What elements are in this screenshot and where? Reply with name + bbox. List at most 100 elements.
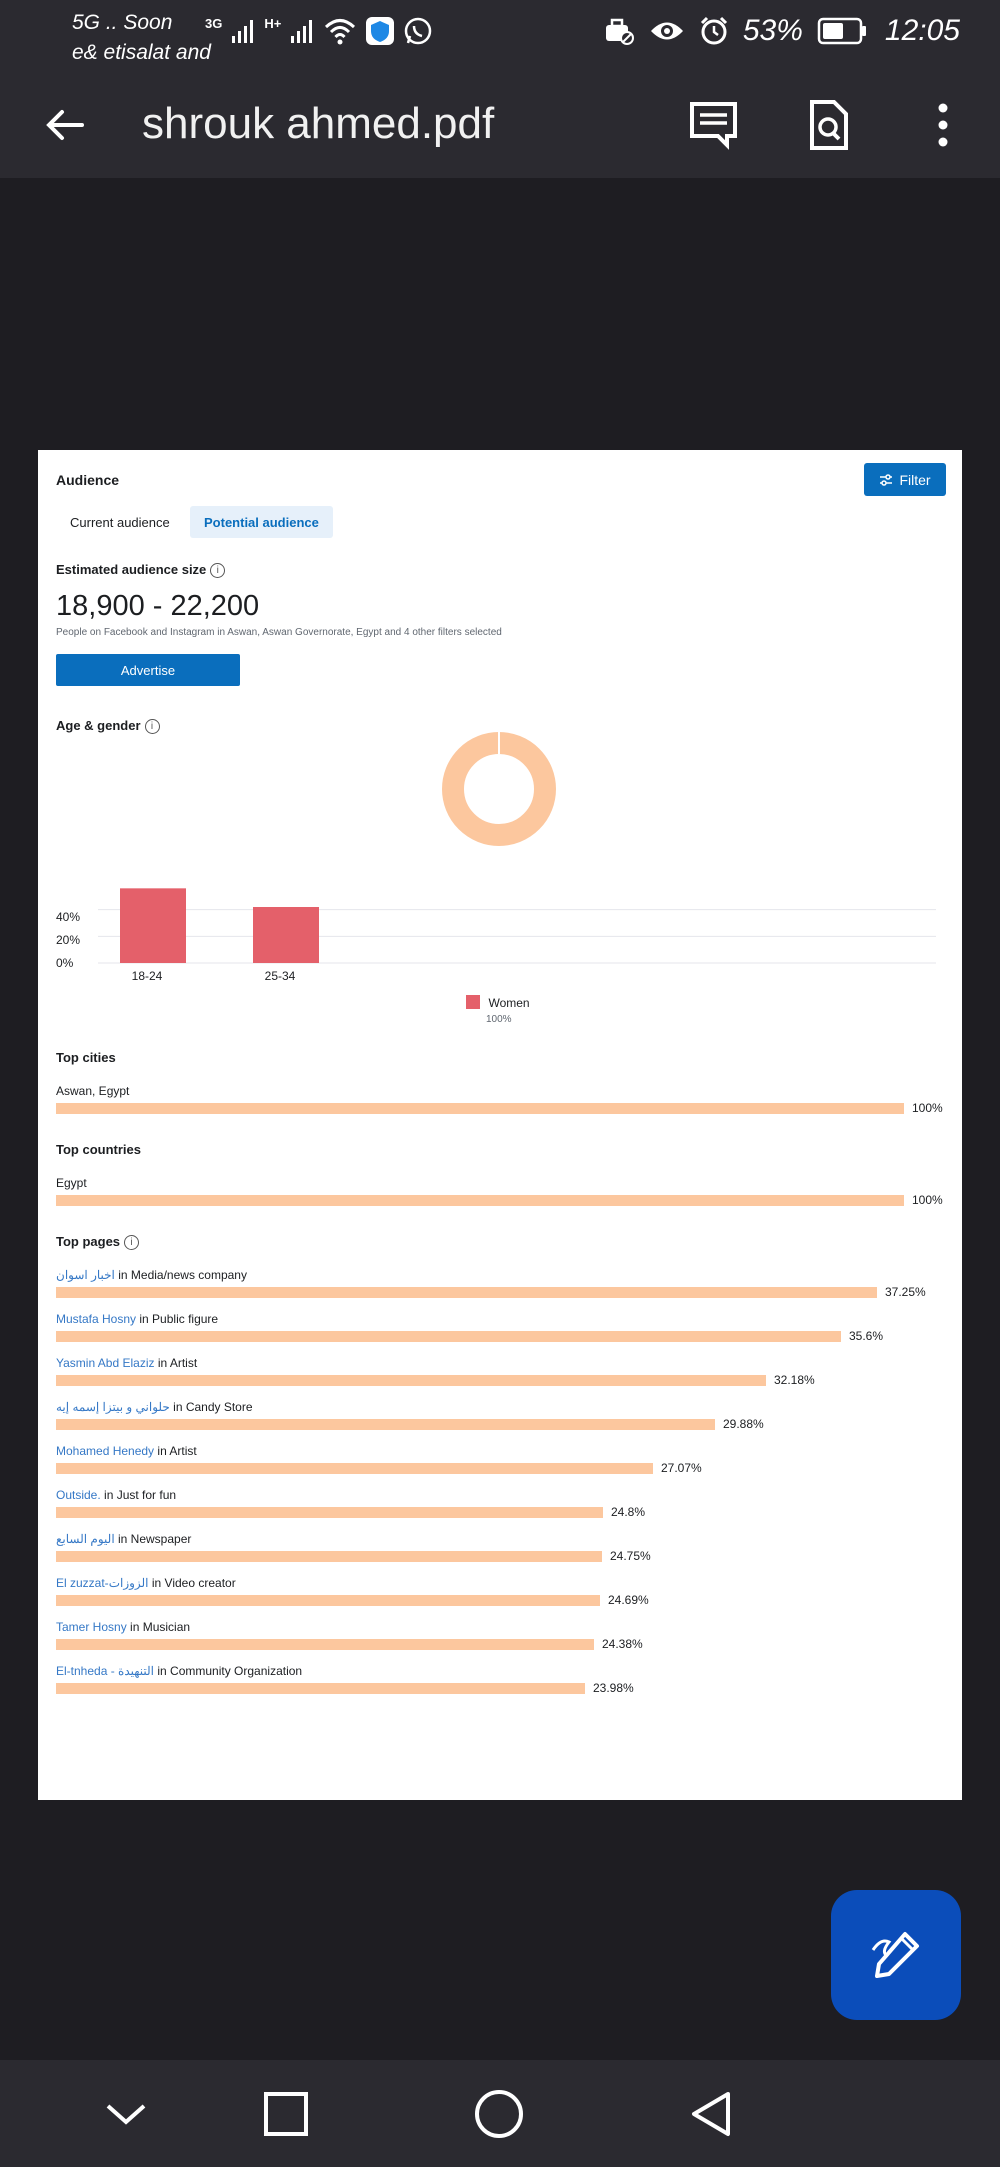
carrier-line-1: 5G .. Soon: [72, 11, 173, 34]
age-bar-18-24: [120, 888, 186, 963]
carrier-line-2: e& etisalat and: [72, 41, 211, 64]
top-page-link[interactable]: اخبار اسوان: [56, 1268, 115, 1282]
y-tick-40: 40%: [56, 910, 81, 924]
country-label: Egypt: [56, 1176, 87, 1190]
x-tick-25-34: 25-34: [264, 969, 296, 983]
top-page-percent: 32.18%: [774, 1373, 815, 1387]
top-page-percent: 37.25%: [885, 1285, 926, 1299]
top-page-category: in Newspaper: [114, 1532, 192, 1546]
clock-time: 12:05: [884, 14, 960, 47]
tab-current-audience[interactable]: Current audience: [56, 506, 184, 538]
top-page-link[interactable]: Tamer Hosny: [56, 1620, 127, 1634]
estimated-description: People on Facebook and Instagram in Aswa…: [56, 627, 502, 638]
top-page-label: El zuzzat-الزوزات in Video creator: [56, 1576, 236, 1590]
battery-icon: [817, 17, 866, 45]
privacy-icon: [605, 18, 634, 45]
top-page-bar: [56, 1463, 653, 1474]
chart-legend: Women 100%: [466, 994, 530, 1025]
top-countries-title: Top countries: [56, 1142, 141, 1157]
top-page-label: Mustafa Hosny in Public figure: [56, 1312, 218, 1326]
status-bar: 5G .. Soon e& etisalat and 3G H+ 53% 12:…: [0, 0, 1000, 70]
top-page-percent: 24.8%: [611, 1505, 646, 1519]
top-page-category: in Musician: [126, 1620, 191, 1634]
top-page-label: اخبار اسوان in Media/news company: [56, 1268, 247, 1282]
city-bar: [56, 1103, 904, 1114]
more-options-button[interactable]: [916, 98, 970, 152]
network-3g-label: 3G: [205, 16, 223, 31]
filter-button[interactable]: Filter: [864, 463, 946, 496]
top-page-category: in Community Organization: [154, 1664, 303, 1678]
comment-icon: [690, 102, 737, 150]
edit-fab-button[interactable]: [831, 1890, 961, 2020]
top-page-label: Mohamed Henedy in Artist: [56, 1444, 197, 1458]
nav-recents-button[interactable]: [256, 2084, 316, 2144]
audience-title: Audience: [56, 472, 120, 488]
top-page-percent: 24.75%: [610, 1549, 651, 1563]
y-tick-0: 0%: [56, 956, 74, 970]
age-bar-25-34: [253, 907, 319, 963]
top-page-category: in Artist: [154, 1444, 197, 1458]
top-page-link[interactable]: اليوم السابع: [56, 1532, 115, 1546]
top-page-link[interactable]: Mohamed Henedy: [56, 1444, 155, 1458]
top-page-bar: [56, 1595, 600, 1606]
top-cities-title: Top cities: [56, 1050, 116, 1065]
top-page-bar: [56, 1375, 766, 1386]
nav-collapse-button[interactable]: [96, 2084, 156, 2144]
signal-strength-icon: [232, 20, 254, 43]
find-in-document-button[interactable]: [802, 98, 856, 152]
info-icon[interactable]: i: [144, 719, 160, 734]
carrier-info: 5G .. Soon e& etisalat and: [72, 8, 211, 68]
top-page-category: in Just for fun: [100, 1488, 177, 1502]
top-page-percent: 23.98%: [593, 1681, 634, 1695]
alarm-icon: [700, 16, 727, 45]
nav-back-button[interactable]: [682, 2084, 742, 2144]
country-percent: 100%: [912, 1193, 943, 1207]
top-page-category: in Video creator: [148, 1576, 236, 1590]
tab-potential-audience[interactable]: Potential audience: [190, 506, 333, 538]
comments-button[interactable]: [687, 98, 741, 152]
age-gender-title: Age & gender: [56, 718, 141, 733]
app-bar: shrouk ahmed.pdf: [0, 70, 1000, 178]
top-page-label: اليوم السابع in Newspaper: [56, 1532, 191, 1546]
back-button[interactable]: [40, 100, 90, 150]
advertise-button[interactable]: Advertise: [56, 654, 240, 686]
top-page-bar: [56, 1639, 594, 1650]
top-page-percent: 24.69%: [608, 1593, 649, 1607]
triangle-back-icon: [692, 2092, 730, 2136]
chevron-down-icon: [106, 2104, 146, 2125]
pen-edit-icon: [871, 1932, 919, 1978]
top-page-link[interactable]: Mustafa Hosny: [56, 1312, 137, 1326]
top-page-percent: 24.38%: [602, 1637, 643, 1651]
top-page-bar: [56, 1419, 715, 1430]
gender-donut: [442, 732, 556, 846]
tab-potential-label: Potential audience: [204, 514, 319, 530]
eye-icon: [650, 22, 683, 40]
document-search-icon: [810, 100, 848, 150]
top-page-link[interactable]: Outside.: [56, 1488, 101, 1502]
nav-home-button[interactable]: [469, 2084, 529, 2144]
legend-share: 100%: [486, 1014, 512, 1025]
top-page-label: Yasmin Abd Elaziz in Artist: [56, 1356, 197, 1370]
circle-icon: [475, 2090, 523, 2138]
sliders-icon: [880, 473, 893, 486]
shield-icon: [366, 17, 395, 45]
pdf-page: Audience Filter Current audience Potenti…: [38, 450, 962, 1800]
city-percent: 100%: [912, 1101, 943, 1115]
legend-swatch: [466, 995, 480, 1009]
signal-icons: 3G H+: [205, 16, 433, 46]
top-page-category: in Public figure: [136, 1312, 219, 1326]
system-nav-bar: [0, 2060, 1000, 2167]
estimated-range: 18,900 - 22,200: [56, 590, 260, 622]
info-icon[interactable]: i: [124, 1235, 140, 1250]
top-page-percent: 27.07%: [661, 1461, 702, 1475]
top-page-link[interactable]: Yasmin Abd Elaziz: [56, 1356, 155, 1370]
signal-strength-icon-2: [291, 20, 313, 43]
top-page-bar: [56, 1507, 603, 1518]
wifi-icon: [325, 19, 356, 45]
info-icon[interactable]: i: [210, 563, 226, 578]
top-page-category: in Candy Store: [169, 1400, 253, 1414]
top-page-link[interactable]: El zuzzat-الزوزات: [56, 1576, 149, 1590]
top-page-label: حلواني و بيتزا إسمه إيه in Candy Store: [56, 1400, 253, 1414]
top-page-link[interactable]: El-tnheda - التنهيدة: [56, 1664, 155, 1678]
top-page-link[interactable]: حلواني و بيتزا إسمه إيه: [56, 1400, 170, 1414]
